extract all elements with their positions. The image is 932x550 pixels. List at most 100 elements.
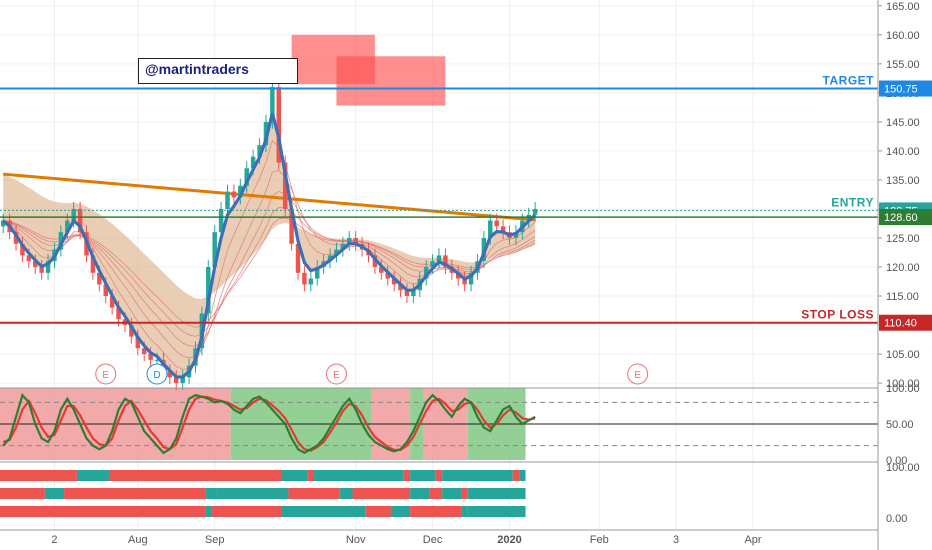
candle-body bbox=[141, 348, 147, 355]
time-axis-tick-label: Feb bbox=[590, 534, 609, 546]
ma-line bbox=[3, 140, 536, 370]
ribbon-segment bbox=[108, 470, 282, 481]
event-badge-label: E bbox=[634, 370, 641, 381]
candle-body bbox=[443, 255, 448, 268]
candle-body bbox=[334, 249, 339, 256]
candle-body bbox=[212, 232, 217, 268]
price-axis-tick-label: 105.00 bbox=[886, 349, 920, 361]
entry-label: ENTRY bbox=[831, 195, 874, 209]
price-axis-tick-label: 160.00 bbox=[886, 30, 920, 42]
ribbon-segment bbox=[429, 488, 443, 499]
candle-body bbox=[302, 272, 307, 285]
ribbon-segment bbox=[410, 488, 430, 499]
ribbon-segment bbox=[281, 506, 366, 517]
time-axis-tick-label: Sep bbox=[205, 534, 225, 546]
event-badge-label: E bbox=[102, 370, 109, 381]
candle-body bbox=[244, 168, 249, 186]
candle-body bbox=[308, 278, 314, 285]
candle-body bbox=[218, 208, 224, 233]
ribbon-segment bbox=[205, 488, 218, 499]
oscillator-axis-tick-label: 0.00 bbox=[886, 455, 907, 467]
ribbon-segment bbox=[461, 488, 468, 499]
ribbon-segment bbox=[390, 506, 411, 517]
candle-body bbox=[20, 243, 25, 256]
candle-body bbox=[206, 267, 211, 314]
candle-body bbox=[154, 359, 160, 361]
candle-body bbox=[173, 377, 179, 384]
ribbon-segment bbox=[217, 488, 289, 499]
watermark-label: @martintraders bbox=[138, 58, 298, 84]
ribbon-segment bbox=[205, 506, 212, 517]
candle-body bbox=[238, 185, 243, 198]
ribbon-segment bbox=[44, 488, 65, 499]
ribbon-segment bbox=[314, 470, 404, 481]
event-badge-label: D bbox=[153, 370, 160, 381]
candle-body bbox=[103, 284, 108, 297]
candle-body bbox=[270, 87, 275, 122]
long-moving-average bbox=[3, 172, 536, 222]
stop-loss-label: STOP LOSS bbox=[801, 308, 874, 322]
candle-body bbox=[532, 208, 538, 215]
ribbon-segment bbox=[0, 488, 45, 499]
price-axis-tick-label: 140.00 bbox=[886, 146, 920, 158]
ribbon-axis-tick-label: 0.00 bbox=[886, 513, 907, 525]
price-axis-tick-label: 165.00 bbox=[886, 1, 920, 13]
ribbon-segment bbox=[467, 488, 526, 499]
ribbon-segment bbox=[442, 488, 462, 499]
oscillator-axis-tick-label: 100.00 bbox=[886, 383, 920, 395]
target-price-badge bbox=[879, 80, 932, 97]
candle-body bbox=[225, 191, 230, 209]
time-axis-tick-label: Dec bbox=[423, 534, 443, 546]
candle-body bbox=[257, 145, 262, 157]
ribbon-segment bbox=[281, 470, 308, 481]
time-axis-tick-label: Aug bbox=[128, 534, 148, 546]
candle-body bbox=[411, 290, 416, 297]
ribbon-segment bbox=[64, 488, 206, 499]
event-badge bbox=[627, 363, 649, 385]
ribbon-segment bbox=[339, 488, 353, 499]
candle-body bbox=[353, 237, 358, 244]
price-axis-tick-label: 155.00 bbox=[886, 59, 920, 71]
time-axis-tick-label: Nov bbox=[346, 534, 366, 546]
ribbon-segment bbox=[352, 488, 411, 499]
ribbon-segment bbox=[410, 506, 462, 517]
event-badge bbox=[146, 363, 168, 385]
ribbon-segment bbox=[0, 470, 77, 481]
ribbon-segment bbox=[211, 506, 282, 517]
target-price-badge-text: 150.75 bbox=[884, 84, 918, 96]
candle-body bbox=[436, 255, 442, 262]
candle-body bbox=[135, 336, 141, 349]
ribbon-segment bbox=[0, 506, 206, 517]
candle-body bbox=[488, 220, 493, 238]
ribbon-segment bbox=[307, 470, 315, 481]
price-axis-tick-label: 145.00 bbox=[886, 117, 920, 129]
candle-body bbox=[276, 87, 282, 163]
oscillator-d-line bbox=[2, 395, 536, 452]
stop-price-badge-text: 110.40 bbox=[884, 318, 917, 330]
candle-body bbox=[494, 220, 499, 227]
candle-body bbox=[148, 354, 153, 360]
candle-body bbox=[340, 243, 346, 250]
candle-body bbox=[77, 208, 83, 233]
time-axis-tick-label: 2 bbox=[51, 534, 57, 546]
oscillator-k-line bbox=[2, 392, 536, 455]
candle-body bbox=[71, 208, 76, 221]
price-axis-tick-label: 120.00 bbox=[886, 262, 920, 274]
candle-body bbox=[167, 371, 173, 378]
ribbon-segment bbox=[467, 506, 526, 517]
event-badge bbox=[95, 363, 117, 385]
current-price-badge bbox=[879, 209, 932, 226]
candle-body bbox=[391, 278, 397, 285]
ribbon-segment bbox=[365, 506, 391, 517]
event-badge-label: E bbox=[333, 370, 340, 381]
ribbon-segment bbox=[435, 470, 443, 481]
candle-body bbox=[39, 267, 44, 273]
event-badge bbox=[325, 363, 347, 385]
candle-body bbox=[58, 232, 64, 250]
candle-body bbox=[65, 220, 70, 233]
candle-body bbox=[180, 377, 185, 384]
candle-body bbox=[379, 267, 384, 273]
time-axis-tick-label: 3 bbox=[673, 534, 679, 546]
ribbon-segment bbox=[519, 470, 526, 481]
